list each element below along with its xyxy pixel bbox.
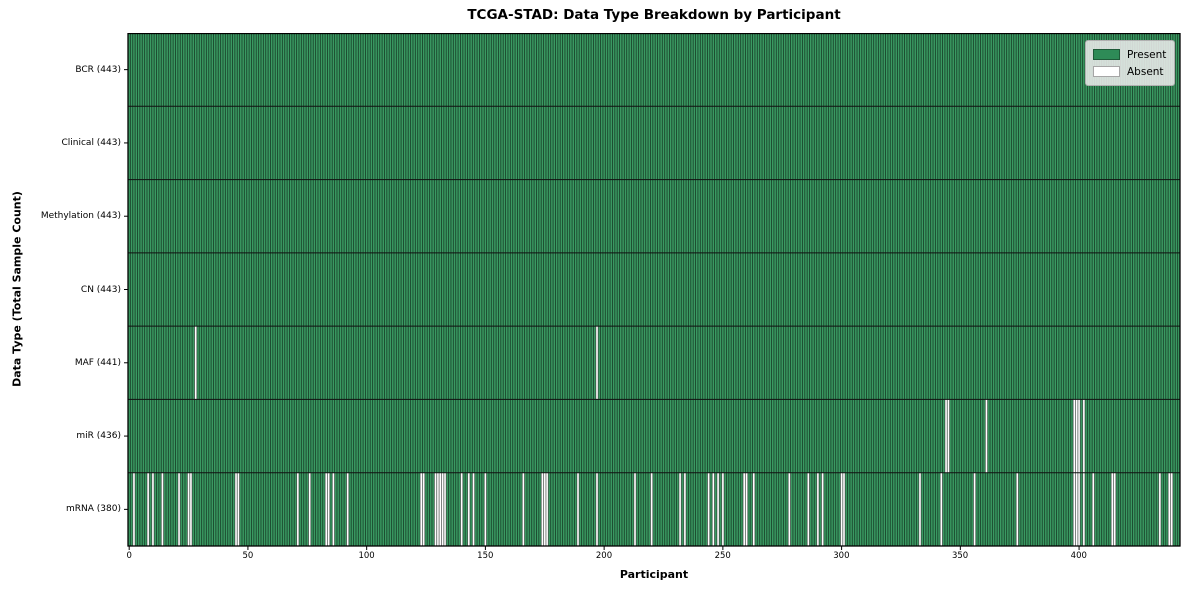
xtick-50: 50 [242, 551, 254, 561]
present-swatch-icon [1093, 49, 1120, 60]
xtick-150: 150 [477, 551, 494, 561]
x-axis-label: Participant [619, 568, 689, 581]
legend-label-present: Present [1127, 48, 1167, 61]
row-label-methylation: Methylation (443) [40, 211, 121, 222]
xtick-100: 100 [358, 551, 375, 561]
row-label-bcr: BCR (443) [75, 64, 121, 75]
heatmap-plot [122, 33, 1186, 551]
row-label-cn: CN (443) [80, 284, 121, 295]
row-label-mir: miR (436) [76, 431, 121, 442]
legend-entry-present: Present [1093, 46, 1166, 63]
xtick-300: 300 [833, 551, 850, 561]
xtick-400: 400 [1070, 551, 1087, 561]
absent-swatch-icon [1093, 66, 1120, 77]
xtick-200: 200 [595, 551, 613, 561]
xtick-0: 0 [126, 551, 132, 561]
row-label-maf: MAF (441) [74, 357, 121, 368]
legend: Present Absent [1085, 40, 1175, 86]
legend-label-absent: Absent [1127, 65, 1164, 78]
legend-entry-absent: Absent [1093, 63, 1166, 80]
xtick-350: 350 [951, 551, 969, 561]
y-axis-label: Data Type (Total Sample Count) [10, 191, 24, 387]
chart-title: TCGA-STAD: Data Type Breakdown by Partic… [467, 7, 841, 23]
row-label-mrna: mRNA (380) [66, 504, 121, 515]
row-label-clinical: Clinical (443) [61, 137, 121, 148]
xtick-250: 250 [714, 551, 731, 561]
